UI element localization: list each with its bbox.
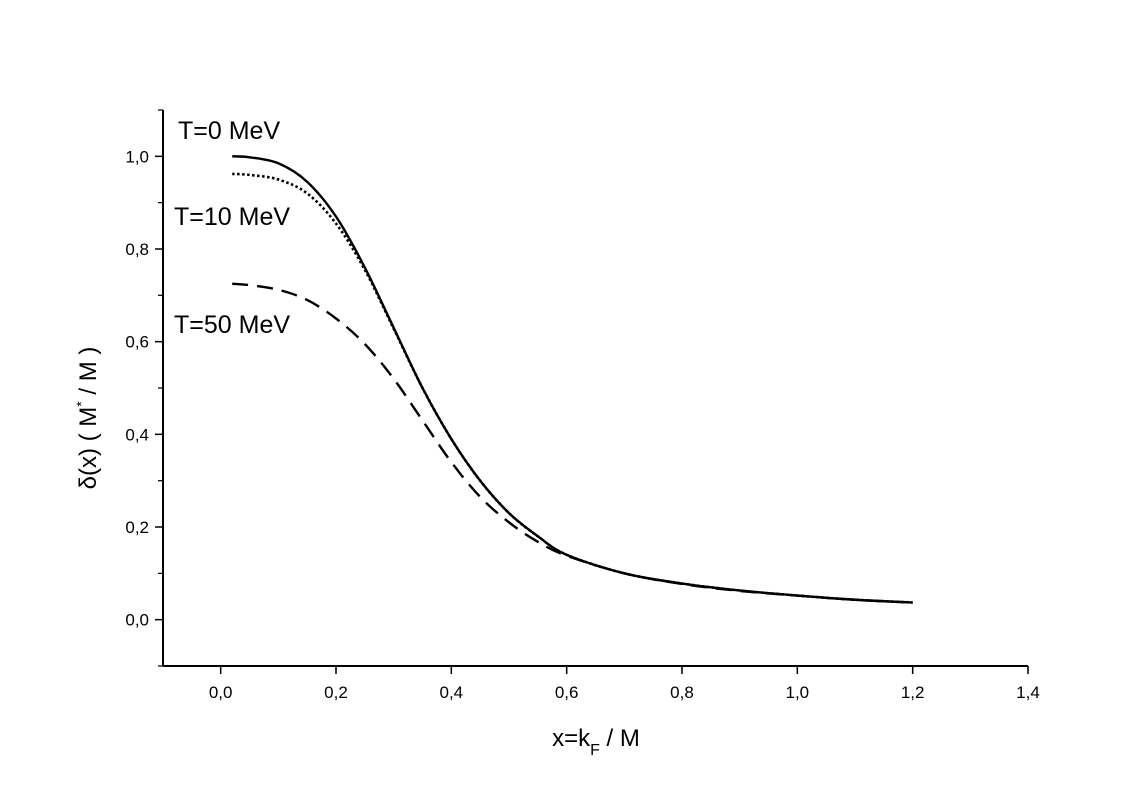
x-axis-title-sub: F [590, 742, 600, 759]
y-tick-label: 0,4 [125, 425, 149, 444]
x-tick-label: 0,6 [555, 683, 579, 702]
x-tick-label: 0,2 [324, 683, 348, 702]
y-tick-label: 0,0 [125, 611, 149, 630]
y-tick-label: 0,6 [125, 333, 149, 352]
y-axis-title: δ(x) ( M* / M ) [73, 347, 102, 490]
x-tick-label: 1,0 [786, 683, 810, 702]
series [232, 155, 913, 604]
x-tick-label: 0,0 [209, 683, 233, 702]
series-label-3: T=50 MeV [174, 311, 290, 339]
x-axis-title-main: x=k [552, 725, 591, 752]
y-tick-label: 1,0 [125, 147, 149, 166]
y-tick-label: 0,8 [125, 240, 149, 259]
y-axis-title-sup: * [73, 401, 89, 407]
x-tick-label: 1,2 [901, 683, 925, 702]
ticks: 0,0 0,2 0,4 0,6 0,8 1,0 1,2 1,4 0,0 0,2 0,4 0,6 0,8 1… [125, 109, 1040, 702]
series-labels: T=0 MeV T=10 MeV T=50 MeV [174, 117, 290, 339]
series-label-1: T=0 MeV [178, 117, 280, 145]
x-tick-label: 1,4 [1016, 683, 1040, 702]
y-axis-title-main: δ(x) ( M [75, 407, 102, 490]
series-label-2: T=10 MeV [174, 203, 290, 231]
series-line-3 [232, 282, 913, 604]
x-axis-title: x=kF / M [552, 725, 640, 759]
y-axis-title-tail: / M ) [75, 347, 102, 402]
series-line-2 [232, 172, 913, 604]
x-tick-label: 0,8 [670, 683, 694, 702]
x-tick-label: 0,4 [440, 683, 464, 702]
y-tick-label: 0,2 [125, 518, 149, 537]
x-axis-title-tail: / M [600, 725, 640, 752]
